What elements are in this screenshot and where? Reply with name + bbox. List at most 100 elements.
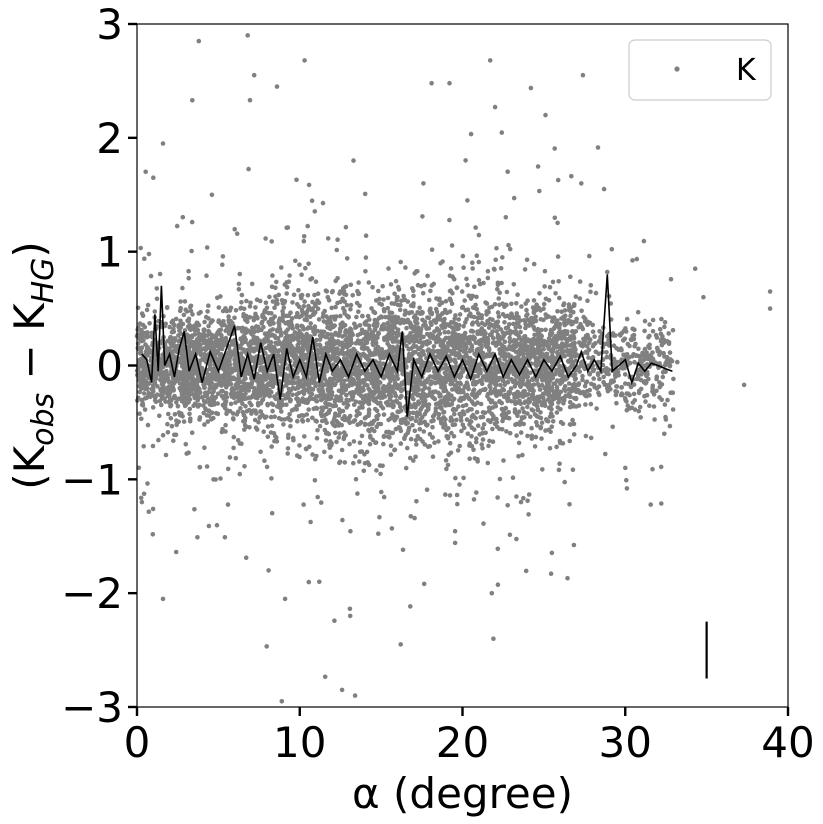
data-point [486, 353, 492, 359]
data-point [550, 419, 556, 424]
data-point [651, 392, 657, 397]
data-point [588, 283, 594, 288]
data-point [632, 359, 637, 365]
data-point [465, 408, 470, 414]
data-point [381, 297, 386, 302]
data-point [577, 369, 582, 374]
data-point [317, 337, 323, 342]
data-point [454, 417, 459, 423]
data-point [543, 428, 548, 433]
data-point [206, 323, 211, 329]
data-point [393, 278, 399, 284]
data-point [632, 343, 637, 349]
data-point [360, 344, 366, 350]
data-point [549, 424, 555, 430]
data-point [299, 272, 304, 278]
data-point [421, 581, 427, 587]
data-point [494, 329, 500, 334]
data-point [559, 316, 564, 321]
data-point [474, 436, 479, 441]
data-point [226, 314, 231, 319]
data-point [205, 419, 211, 424]
data-point [339, 365, 345, 371]
data-point [316, 317, 322, 322]
data-point [666, 331, 671, 336]
data-point [187, 418, 193, 424]
data-point [420, 391, 426, 396]
data-point [315, 494, 321, 500]
data-point [304, 313, 309, 319]
data-point [375, 401, 381, 406]
data-point [499, 280, 504, 286]
data-point [309, 198, 315, 203]
data-point [150, 506, 156, 512]
data-point [445, 434, 451, 440]
data-point [669, 358, 675, 364]
data-point [234, 362, 239, 367]
data-point [337, 460, 342, 466]
data-point [483, 331, 488, 336]
data-point [297, 443, 302, 448]
data-point [377, 514, 382, 520]
data-point [413, 318, 418, 324]
data-point [243, 404, 248, 409]
data-point [471, 337, 477, 342]
data-point [332, 618, 337, 623]
data-point [342, 460, 348, 465]
data-point [439, 300, 445, 306]
data-point [180, 364, 185, 369]
data-point [248, 330, 254, 336]
data-point [480, 445, 485, 451]
data-point [137, 321, 143, 326]
data-point [380, 405, 386, 411]
data-point [426, 386, 432, 391]
data-point [595, 145, 601, 150]
data-point [156, 437, 161, 443]
data-point [355, 491, 360, 496]
data-point [448, 338, 454, 344]
data-point [337, 408, 343, 414]
data-point [570, 417, 575, 423]
data-point [145, 481, 150, 486]
data-point [269, 444, 275, 449]
data-point [480, 437, 486, 442]
data-point [318, 362, 323, 368]
data-point [373, 397, 378, 402]
data-point [315, 291, 321, 297]
data-point [150, 532, 156, 537]
data-point [234, 231, 240, 236]
data-point [335, 237, 340, 242]
data-point [490, 329, 495, 334]
data-point [529, 433, 535, 439]
data-point [139, 416, 144, 422]
data-point [222, 535, 228, 540]
data-point [248, 300, 253, 306]
data-point [320, 200, 326, 206]
data-point [490, 426, 495, 432]
data-point [557, 461, 562, 467]
data-point [505, 375, 511, 380]
data-point [535, 164, 541, 169]
data-point [403, 465, 409, 471]
data-point [491, 266, 497, 272]
data-point [387, 310, 393, 315]
data-point [287, 417, 293, 423]
data-point [475, 423, 481, 429]
data-point [347, 441, 352, 447]
data-point [481, 521, 486, 526]
data-point [449, 430, 454, 436]
data-point [470, 260, 475, 266]
data-point [668, 276, 674, 282]
data-point [456, 404, 461, 409]
data-point [336, 413, 342, 418]
data-point [227, 455, 233, 460]
data-point [351, 402, 357, 408]
data-point [536, 344, 541, 350]
data-point [496, 314, 502, 319]
data-point [542, 284, 547, 289]
data-point [535, 332, 540, 338]
data-point [452, 335, 458, 340]
data-point [519, 304, 524, 309]
data-point [228, 327, 233, 333]
data-point [472, 351, 477, 357]
